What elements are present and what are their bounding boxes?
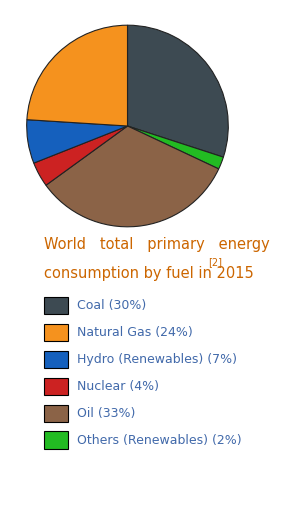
Wedge shape [46,126,219,227]
Text: Hydro (Renewables) (7%): Hydro (Renewables) (7%) [77,353,237,366]
Wedge shape [34,126,128,185]
FancyBboxPatch shape [44,323,68,341]
Text: Oil (33%): Oil (33%) [77,407,135,420]
FancyBboxPatch shape [44,432,68,449]
FancyBboxPatch shape [44,377,68,395]
Text: Nuclear (4%): Nuclear (4%) [77,380,159,393]
Text: Others (Renewables) (2%): Others (Renewables) (2%) [77,434,242,447]
FancyBboxPatch shape [44,405,68,422]
Text: consumption by fuel in 2015: consumption by fuel in 2015 [44,266,254,280]
Text: Natural Gas (24%): Natural Gas (24%) [77,326,193,339]
Wedge shape [128,25,228,157]
Text: Coal (30%): Coal (30%) [77,299,146,312]
FancyBboxPatch shape [44,351,68,368]
Wedge shape [27,120,127,163]
FancyBboxPatch shape [44,297,68,314]
Wedge shape [27,25,127,126]
Wedge shape [128,126,224,169]
Text: World   total   primary   energy: World total primary energy [44,237,270,253]
Text: [2]: [2] [208,257,222,267]
